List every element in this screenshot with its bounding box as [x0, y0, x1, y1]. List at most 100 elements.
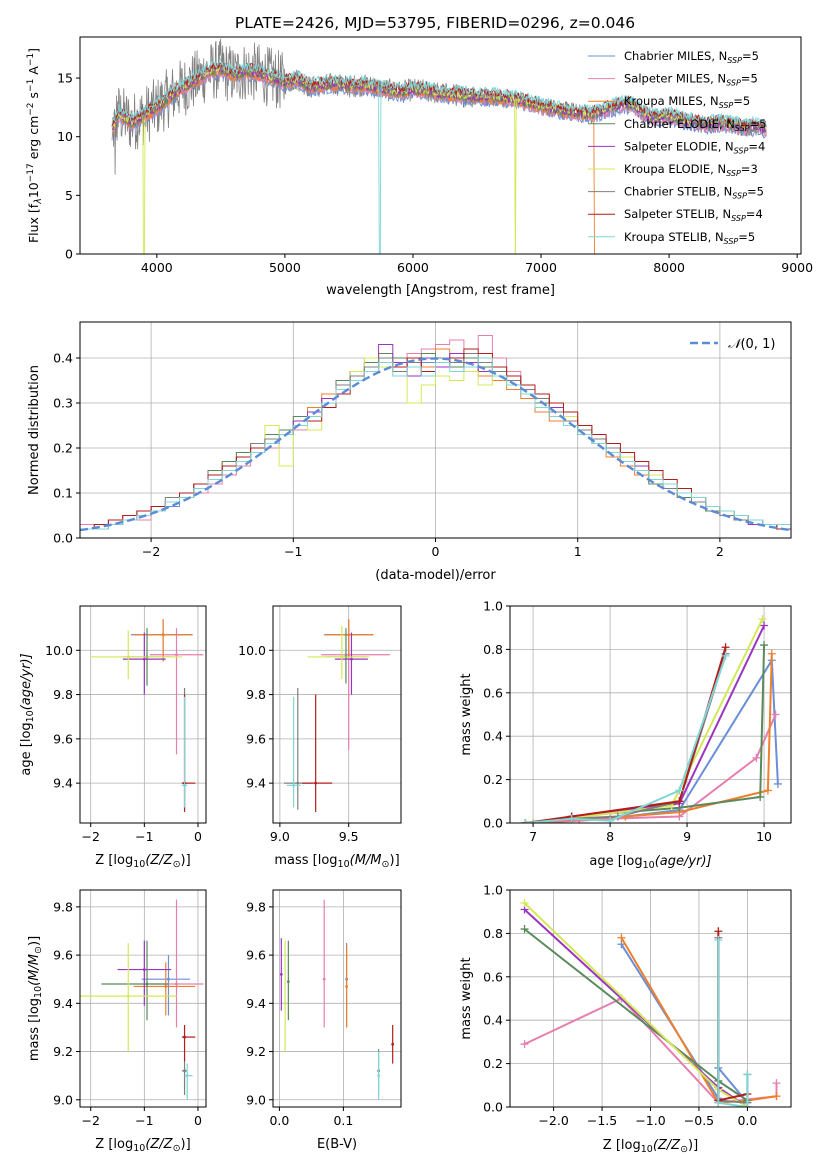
- legend-eq: =: [741, 72, 751, 86]
- legend-nssp-value: 3: [750, 162, 757, 176]
- legend-ssp: SSP: [731, 214, 746, 223]
- x-label-pre: mass [log: [274, 853, 337, 868]
- legend-eq: =: [742, 49, 752, 63]
- axes-frame: [79, 36, 802, 255]
- legend-eq: =: [747, 185, 757, 199]
- legend-n: N: [726, 117, 735, 131]
- x-axis-label: mass [log10(M/M⊙)]: [274, 853, 399, 870]
- y-label-pre: age [log: [19, 722, 34, 775]
- x-tick-label: 7000: [525, 260, 557, 275]
- data-point: [183, 783, 186, 787]
- y-tick-label: 9.2: [246, 1044, 266, 1059]
- legend-series-name: Chabrier STELIB: [624, 185, 716, 199]
- histogram-step-line: [80, 357, 791, 538]
- weight-marker: [520, 1040, 529, 1049]
- x-label-pre: Z [log: [95, 1137, 133, 1152]
- x-tick-label: 8000: [653, 260, 685, 275]
- weight-line: [525, 714, 777, 823]
- weight-marker: [520, 925, 529, 934]
- legend-entry: Chabrier STELIB, NSSP=5: [624, 185, 764, 201]
- data-point: [161, 633, 165, 637]
- y-tick-label: 1.0: [483, 599, 503, 614]
- y-tick-label: 9.4: [246, 996, 266, 1011]
- legend-gap: ,: [716, 185, 723, 199]
- y-tick-label: 0.0: [483, 816, 503, 831]
- legend-entry: Kroupa ELODIE, NSSP=3: [624, 162, 758, 178]
- y-tick-label: 0.4: [483, 729, 503, 744]
- legend-entry: Salpeter ELODIE, NSSP=4: [624, 139, 765, 155]
- data-point: [185, 1074, 189, 1078]
- legend-nssp-value: 5: [757, 185, 764, 199]
- y-tick-label: 0: [65, 247, 73, 262]
- legend-series-name: Kroupa ELODIE: [624, 162, 710, 176]
- data-point: [183, 1035, 186, 1039]
- y-tick-label: 9.6: [246, 948, 266, 963]
- x-tick-label: 4000: [141, 260, 173, 275]
- x-label-end: )]: [181, 1137, 191, 1152]
- y-tick-label: 9.4: [246, 776, 266, 791]
- legend-series-name: Salpeter STELIB: [624, 207, 715, 221]
- y-tick-label: 10.0: [238, 643, 266, 658]
- x-label-end: )]: [390, 853, 400, 868]
- x-tick-label: −2: [82, 1113, 100, 1128]
- x-tick-label: −1: [135, 1113, 153, 1128]
- x-label-post: (Z/Z: [145, 1137, 173, 1152]
- x-axis-label: Z [log10(Z/Z⊙)]: [95, 853, 190, 870]
- legend-nssp-value: 4: [755, 207, 762, 221]
- x-label-sub: 10: [643, 860, 655, 871]
- legend-ssp: SSP: [726, 79, 741, 88]
- y-label-text: mass weight: [459, 957, 474, 1039]
- axes-age-vs-mass: 9.0 9.5 9.4 9.6 9.8 10.0 mass [log10(M/M⊙)]: [238, 605, 402, 870]
- legend-nssp-value: 5: [759, 117, 766, 131]
- legend-entry: Chabrier MILES, NSSP=5: [624, 49, 759, 65]
- y-tick-label: 9.8: [53, 899, 73, 914]
- y-axis-label: mass [log10(M/M⊙)]: [27, 936, 44, 1061]
- y-tick-label: 9.8: [246, 899, 266, 914]
- y-tick-label: 5: [65, 188, 73, 203]
- weight-marker: [773, 779, 782, 788]
- y-label-exp3: −1: [26, 79, 36, 92]
- axes-frame: [509, 605, 792, 824]
- data-point: [279, 972, 283, 976]
- legend-eq: =: [748, 139, 758, 153]
- legend-entry-normal: 𝒩(0, 1): [728, 337, 775, 352]
- axes-frame: [79, 321, 792, 539]
- y-axis-label: age [log10(age/yr)]: [19, 653, 36, 775]
- legend-nssp-value: 5: [743, 94, 750, 108]
- y-tick-label: 9.0: [53, 1092, 73, 1107]
- y-tick-label: 0.1: [53, 486, 73, 501]
- weight-marker: [752, 753, 761, 762]
- weight-marker: [772, 1079, 781, 1088]
- x-label-sun: ⊙: [173, 859, 181, 870]
- x-label-post: (M/M: [350, 853, 382, 868]
- data-point: [345, 985, 348, 988]
- x-label-sun: ⊙: [173, 1143, 181, 1154]
- y-tick-label: 1.0: [483, 883, 503, 898]
- axes-spectrum: 4000 5000 6000 7000 8000 9000 0 5 10 15 wavelength…: [26, 36, 813, 298]
- y-tick-label: 9.4: [53, 776, 73, 791]
- y-axis-label: mass weight: [459, 957, 474, 1039]
- legend-n: N: [710, 94, 719, 108]
- x-tick-label: 0.1: [333, 1113, 353, 1128]
- x-tick-label: 9000: [781, 260, 813, 275]
- weight-marker: [675, 786, 684, 795]
- y-tick-label: 9.0: [246, 1092, 266, 1107]
- weight-line: [532, 625, 766, 823]
- legend-n: N: [715, 230, 724, 244]
- legend-entry: Kroupa MILES, NSSP=5: [624, 94, 750, 110]
- data-point: [347, 633, 351, 637]
- y-label-pre: mass [log: [27, 998, 42, 1061]
- x-tick-label: 1: [574, 544, 582, 559]
- weight-marker: [771, 710, 780, 719]
- legend-n: N: [717, 162, 726, 176]
- legend-n: N: [722, 207, 731, 221]
- legend-series-name: Chabrier ELODIE: [624, 117, 719, 131]
- legend-entry: Salpeter MILES, NSSP=5: [624, 72, 758, 88]
- weight-line: [525, 653, 727, 823]
- data-point: [322, 977, 326, 981]
- weight-marker: [714, 1098, 723, 1107]
- weight-marker: [606, 816, 615, 823]
- axes-frame: [79, 605, 207, 824]
- legend-series-name: Kroupa STELIB: [624, 230, 708, 244]
